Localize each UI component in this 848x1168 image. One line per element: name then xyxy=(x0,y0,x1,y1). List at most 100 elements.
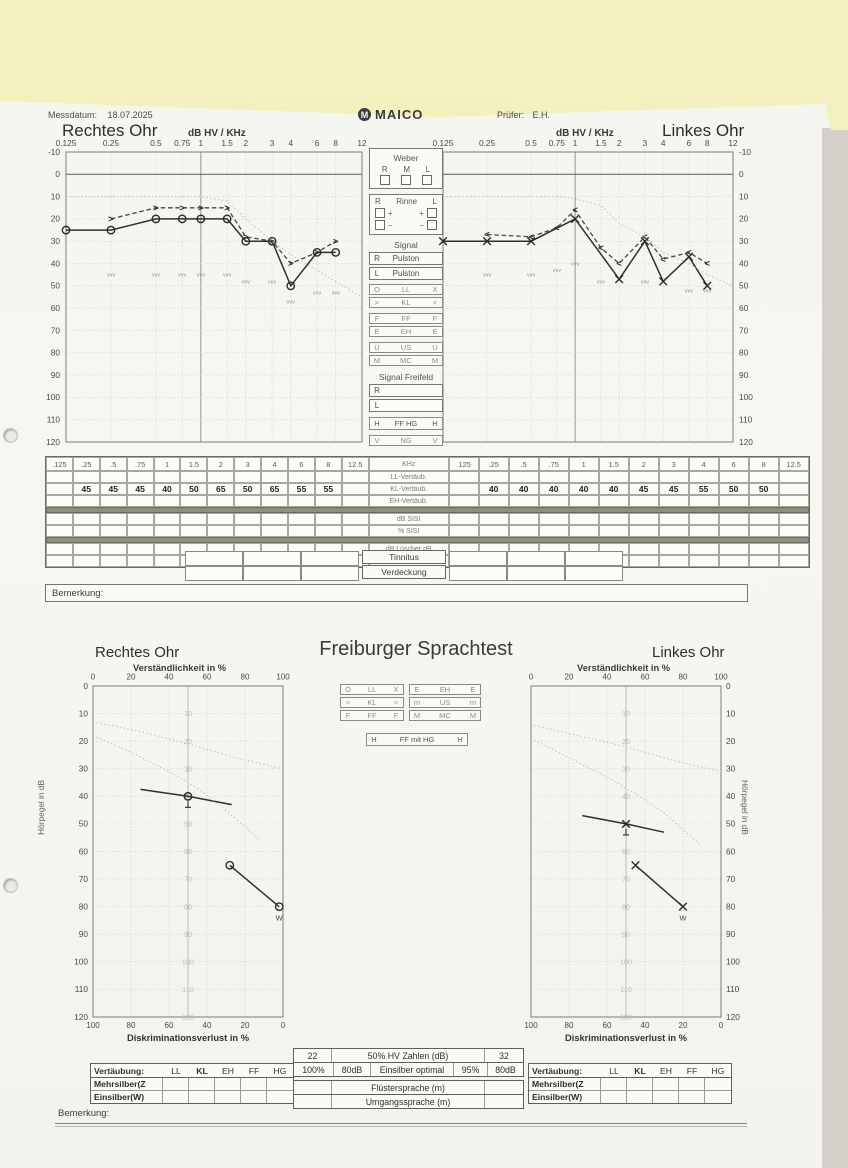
svg-text:80: 80 xyxy=(739,348,749,358)
value-table-cell xyxy=(658,471,689,483)
svg-text:100: 100 xyxy=(726,957,740,967)
signal-symbol-row-KL: > KL < xyxy=(369,297,443,308)
value-table-cell xyxy=(748,543,779,555)
speech-legend-row-LL: O LL X xyxy=(340,684,404,695)
value-table-cell xyxy=(448,495,479,507)
svg-text:100: 100 xyxy=(739,392,753,402)
value-table-cell xyxy=(508,471,539,483)
value-table-cell xyxy=(126,555,154,567)
brand-name: MAICO xyxy=(375,107,424,122)
weber-col-r: R xyxy=(381,165,388,174)
punch-hole-top xyxy=(3,428,18,443)
signal-symbol-row-US: U US U xyxy=(369,342,443,353)
value-table-cell xyxy=(658,513,689,525)
speech-legend-row-MC: M MC M xyxy=(409,710,481,721)
value-table-cell xyxy=(478,495,509,507)
value-table-cell xyxy=(748,513,779,525)
value-table-cell xyxy=(72,471,100,483)
svg-text:vvv: vvv xyxy=(107,273,116,279)
svg-text:vvv: vvv xyxy=(483,273,492,279)
svg-text:40: 40 xyxy=(726,791,736,801)
svg-text:40: 40 xyxy=(165,673,174,682)
value-table-cell xyxy=(778,525,809,537)
svg-text:80: 80 xyxy=(184,902,192,911)
weber-title: Weber xyxy=(393,153,419,163)
signal-freifeld-title: Signal Freifeld xyxy=(378,372,434,382)
rinne-plus: + xyxy=(419,208,424,218)
svg-text:8: 8 xyxy=(705,138,710,148)
svg-text:10: 10 xyxy=(51,191,61,201)
weber-col-m: M xyxy=(403,165,410,174)
value-table-cell xyxy=(341,525,369,537)
svg-text:vvv: vvv xyxy=(571,262,580,268)
svg-text:20: 20 xyxy=(622,737,630,746)
svg-text:100: 100 xyxy=(46,392,60,402)
speech-legend-hg-row: H FF mit HG H xyxy=(366,733,468,746)
svg-text:20: 20 xyxy=(565,673,574,682)
weber-col-l: L xyxy=(425,165,431,174)
tinnitus-cell xyxy=(301,551,359,566)
zahlen-left-value: 32 xyxy=(499,1050,509,1061)
svg-text:100: 100 xyxy=(620,957,632,966)
value-table-cell xyxy=(126,471,154,483)
value-table-cell xyxy=(261,471,289,483)
svg-text:70: 70 xyxy=(51,325,61,335)
value-table-cell xyxy=(314,525,342,537)
svg-text:1.5: 1.5 xyxy=(221,138,233,148)
value-table-cell xyxy=(314,513,342,525)
tone-left-axis-title: dB HV / KHz xyxy=(556,128,614,139)
rinne-checkbox xyxy=(375,220,385,230)
value-table-cell xyxy=(207,525,235,537)
tinnitus-cell xyxy=(449,551,507,566)
value-table-cell: .125 xyxy=(46,457,73,471)
value-table-cell xyxy=(261,525,289,537)
svg-text:0: 0 xyxy=(83,681,88,691)
value-table-cell xyxy=(288,525,315,537)
value-table-cell xyxy=(72,555,100,567)
svg-text:>: > xyxy=(224,203,230,214)
svg-text:vvv: vvv xyxy=(223,273,232,279)
value-table-cell: .25 xyxy=(72,457,100,471)
svg-text:110: 110 xyxy=(739,414,753,424)
series-Zahlen xyxy=(582,814,665,836)
value-table-cell: 40 xyxy=(508,483,539,495)
value-table-cell xyxy=(153,471,181,483)
svg-text:8: 8 xyxy=(333,138,338,148)
value-table-cell xyxy=(748,495,779,507)
speech-left-top-axis-label: Verständlichkeit in % xyxy=(577,663,671,673)
value-table-cell: % SISI xyxy=(368,525,449,537)
speech-legend-box-2: E EH E m US m M MC M xyxy=(409,684,481,723)
svg-text:20: 20 xyxy=(739,214,749,224)
value-table-cell xyxy=(126,495,154,507)
svg-text:120: 120 xyxy=(74,1012,88,1022)
svg-text:vvv: vvv xyxy=(197,273,206,279)
value-table-cell: 8 xyxy=(748,457,779,471)
vertaeubung-header: Vertäubung: LL KL EH FF HG xyxy=(529,1064,731,1078)
rinne-title: Rinne xyxy=(396,197,418,206)
value-table-cell xyxy=(508,525,539,537)
bemerkung-bottom-label: Bemerkung: xyxy=(58,1108,110,1119)
value-table-cell xyxy=(126,525,154,537)
svg-text:90: 90 xyxy=(739,370,749,380)
value-table-cell: 65 xyxy=(207,483,235,495)
svg-text:-10: -10 xyxy=(48,147,60,157)
svg-text:4: 4 xyxy=(661,138,666,148)
umgangssprache-row: Umgangssprache (m) xyxy=(293,1095,524,1109)
svg-text:0: 0 xyxy=(726,681,731,691)
pruefer-value: E.H. xyxy=(532,110,551,120)
value-table-cell xyxy=(568,525,599,537)
messdatum: Messdatum: 18.07.2025 xyxy=(48,110,153,120)
value-table-cell: 1 xyxy=(153,457,181,471)
value-table-cell xyxy=(72,513,100,525)
value-table-cell: 40 xyxy=(568,483,599,495)
svg-text:100: 100 xyxy=(524,1021,538,1030)
signal-symbol-row-FF: F FF F xyxy=(369,313,443,324)
svg-text:vvv: vvv xyxy=(527,273,536,279)
speech-legend-box-1: O LL X > KL < F FF F xyxy=(340,684,404,723)
svg-text:80: 80 xyxy=(726,901,736,911)
svg-text:>: > xyxy=(288,259,294,270)
value-table-cell xyxy=(288,513,315,525)
value-table-cell: 50 xyxy=(718,483,749,495)
value-table-cell xyxy=(478,525,509,537)
bemerkung-top-label: Bemerkung: xyxy=(52,587,104,599)
